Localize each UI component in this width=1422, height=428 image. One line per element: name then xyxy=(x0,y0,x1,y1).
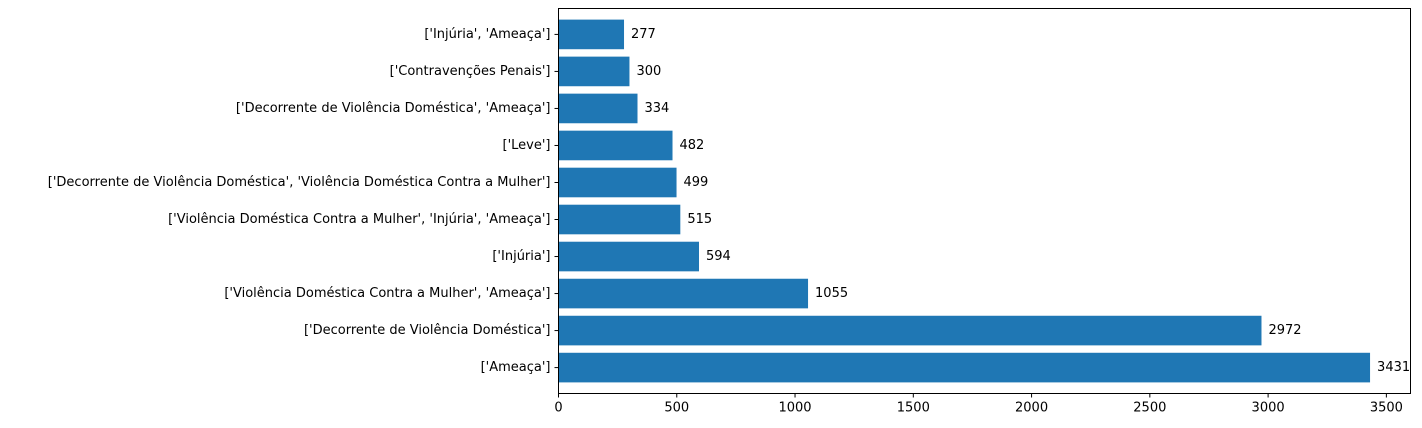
category-label: ['Leve'] xyxy=(503,138,551,153)
x-tick-label: 1000 xyxy=(778,400,811,415)
x-axis: 0 500 1000 1500 2000 2500 3000 3500 xyxy=(554,393,1403,415)
x-tick-label: 1500 xyxy=(897,400,930,415)
x-tick-label: 2500 xyxy=(1133,400,1166,415)
bars-group xyxy=(558,19,1371,383)
category-label: ['Injúria'] xyxy=(492,249,550,264)
category-label: ['Ameaça'] xyxy=(481,360,551,375)
category-label: ['Injúria', 'Ameaça'] xyxy=(424,27,550,42)
bar xyxy=(558,315,1262,346)
data-labels-group: 3431 2972 1055 594 515 499 482 334 300 277 xyxy=(631,27,1410,375)
data-label: 3431 xyxy=(1377,360,1410,375)
bar xyxy=(558,56,630,87)
bar xyxy=(558,278,809,309)
bar xyxy=(558,204,681,235)
x-tick-label: 0 xyxy=(554,400,562,415)
category-label: ['Decorrente de Violência Doméstica'] xyxy=(304,323,551,338)
data-label: 2972 xyxy=(1268,323,1301,338)
plot-frame xyxy=(558,8,1411,394)
x-tick-label: 500 xyxy=(664,400,689,415)
bar xyxy=(558,352,1371,383)
bar xyxy=(558,130,673,161)
data-label: 515 xyxy=(687,212,712,227)
data-label: 334 xyxy=(645,101,670,116)
category-label: ['Decorrente de Violência Doméstica', 'A… xyxy=(236,101,551,116)
data-label: 482 xyxy=(680,138,705,153)
bar xyxy=(558,241,700,272)
category-label: ['Violência Doméstica Contra a Mulher', … xyxy=(224,286,550,301)
category-label: ['Violência Doméstica Contra a Mulher', … xyxy=(168,212,550,227)
bar xyxy=(558,93,638,124)
data-label: 300 xyxy=(636,64,661,79)
data-label: 499 xyxy=(684,175,709,190)
category-label: ['Decorrente de Violência Doméstica', 'V… xyxy=(48,175,551,190)
data-label: 1055 xyxy=(815,286,848,301)
x-tick-label: 3500 xyxy=(1370,400,1403,415)
category-label: ['Contravenções Penais'] xyxy=(390,64,551,79)
x-tick-label: 2000 xyxy=(1015,400,1048,415)
data-label: 277 xyxy=(631,27,656,42)
bar xyxy=(558,19,625,50)
data-label: 594 xyxy=(706,249,731,264)
y-axis: ['Ameaça'] ['Decorrente de Violência Domé… xyxy=(48,27,559,375)
x-tick-label: 3000 xyxy=(1252,400,1285,415)
bar xyxy=(558,167,677,198)
